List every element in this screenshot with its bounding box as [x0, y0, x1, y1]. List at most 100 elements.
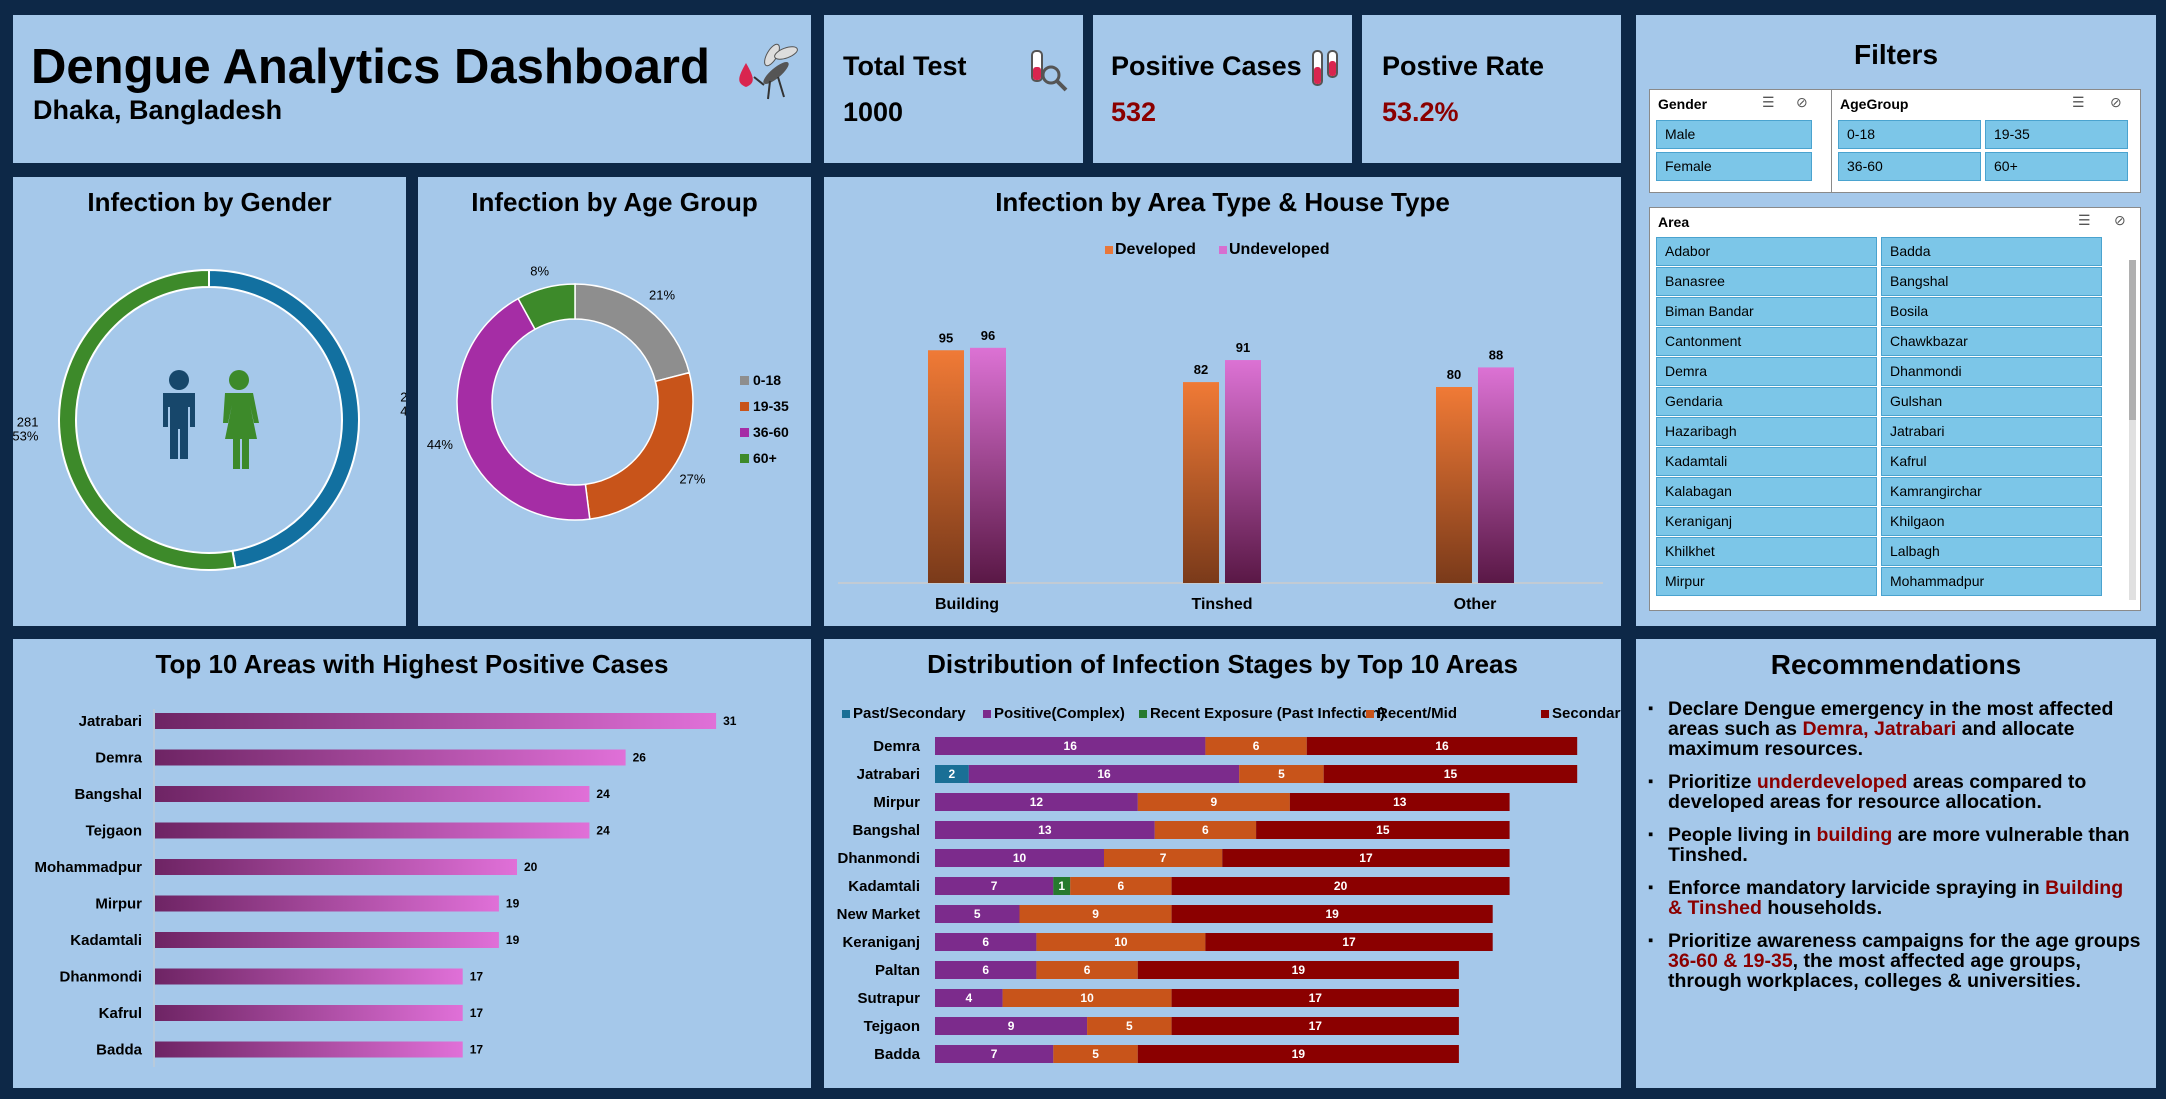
clear-filter-icon[interactable]: ⊘	[2114, 212, 2126, 228]
segment-value-label: 16	[1064, 739, 1078, 753]
slicer-option-mirpur[interactable]: Mirpur	[1656, 567, 1877, 596]
slicer-option-biman-bandar[interactable]: Biman Bandar	[1656, 297, 1877, 326]
legend-swatch	[1541, 710, 1549, 718]
slicer-option-khilgaon[interactable]: Khilgaon	[1881, 507, 2102, 536]
slicer-option-banasree[interactable]: Banasree	[1656, 267, 1877, 296]
age-slice-36-60	[456, 297, 591, 521]
slicer-option-gulshan[interactable]: Gulshan	[1881, 387, 2102, 416]
bar-value-label: 17	[470, 1043, 484, 1057]
legend-swatch	[740, 454, 749, 463]
bar-undeveloped-other	[1478, 367, 1514, 583]
category-label: Badda	[874, 1046, 921, 1063]
bar-value-label: 24	[596, 787, 610, 801]
bar-value-label: 26	[633, 751, 647, 765]
age-slice-19-35	[584, 371, 694, 520]
clear-filter-icon[interactable]: ⊘	[1796, 94, 1808, 110]
bar-value-label: 96	[981, 328, 995, 343]
stages-chart-panel: Distribution of Infection Stages by Top …	[824, 639, 1621, 1088]
bar-value-label: 82	[1194, 362, 1208, 377]
kpi-label: Total Test	[843, 51, 967, 81]
slicer-option-dhanmondi[interactable]: Dhanmondi	[1881, 357, 2102, 386]
slicer-option-badda[interactable]: Badda	[1881, 237, 2102, 266]
slicer-option-adabor[interactable]: Adabor	[1656, 237, 1877, 266]
multi-select-icon[interactable]: ☰	[1762, 94, 1775, 110]
slicer-option-36-60[interactable]: 36-60	[1838, 152, 1981, 181]
segment-value-label: 15	[1376, 823, 1390, 837]
slicer-option-hazaribagh[interactable]: Hazaribagh	[1656, 417, 1877, 446]
slicer-option-lalbagh[interactable]: Lalbagh	[1881, 537, 2102, 566]
legend-swatch	[740, 376, 749, 385]
bar-mirpur	[155, 895, 499, 912]
segment-badda-1	[935, 1045, 1054, 1063]
segment-sutrapur-1	[935, 989, 1003, 1007]
legend-swatch	[1219, 246, 1227, 254]
slicer-option-bosila[interactable]: Bosila	[1881, 297, 2102, 326]
slice-pct-label: 8%	[530, 263, 549, 278]
segment-dhanmondi-4	[1222, 849, 1510, 867]
legend-label: Undeveloped	[1229, 241, 1329, 258]
slicer-option-kamrangirchar[interactable]: Kamrangirchar	[1881, 477, 2102, 506]
slicer-option-19-35[interactable]: 19-35	[1985, 120, 2128, 149]
category-label: Tejgaon	[864, 1018, 920, 1035]
bar-bangshal	[155, 786, 590, 802]
kpi-label: Positive Cases	[1111, 51, 1302, 81]
segment-bangshal-1	[935, 821, 1155, 839]
segment-value-label: 17	[1359, 851, 1373, 865]
segment-value-label: 7	[991, 879, 998, 893]
segment-sutrapur-4	[1171, 989, 1459, 1007]
segment-value-label: 10	[1013, 851, 1027, 865]
category-label: Jatrabari	[857, 766, 920, 783]
segment-value-label: 7	[991, 1047, 998, 1061]
category-label: Badda	[96, 1042, 143, 1059]
age-slice-60-plus	[517, 283, 576, 331]
slicer-option-demra[interactable]: Demra	[1656, 357, 1877, 386]
slice-pct-label: 27%	[679, 471, 705, 486]
slicer-option-mohammadpur[interactable]: Mohammadpur	[1881, 567, 2102, 596]
slicer-option-male[interactable]: Male	[1656, 120, 1812, 149]
segment-value-label: 17	[1309, 991, 1323, 1005]
legend-swatch	[983, 710, 991, 718]
slicer-option-female[interactable]: Female	[1656, 152, 1812, 181]
slicer-option-bangshal[interactable]: Bangshal	[1881, 267, 2102, 296]
category-label: Mirpur	[95, 896, 142, 913]
gender-slice-female	[58, 268, 237, 571]
multi-select-icon[interactable]: ☰	[2072, 94, 2085, 110]
slicer-option-jatrabari[interactable]: Jatrabari	[1881, 417, 2102, 446]
kpi-value: 53.2%	[1382, 97, 1459, 127]
clear-filter-icon[interactable]: ⊘	[2110, 94, 2122, 110]
segment-kadamtali-1	[935, 877, 1054, 895]
recommendation-item: Prioritize awareness campaigns for the a…	[1636, 931, 2141, 991]
slicer-option-keraniganj[interactable]: Keraniganj	[1656, 507, 1877, 536]
slicer-option-kadamtali[interactable]: Kadamtali	[1656, 447, 1877, 476]
slicer-option-60-plus[interactable]: 60+	[1985, 152, 2128, 181]
area-scrollbar[interactable]	[2129, 260, 2136, 600]
slicer-option-kalabagan[interactable]: Kalabagan	[1656, 477, 1877, 506]
category-label: Mohammadpur	[34, 859, 142, 876]
slicer-option-0-18[interactable]: 0-18	[1838, 120, 1981, 149]
segment-tejgaon-1	[935, 1017, 1088, 1035]
top10-bar-chart: Jatrabari 31 Demra 26 Bangshal 24 Tejgaon 24 Moh…	[34, 709, 737, 1067]
bar-undeveloped-tinshed	[1225, 360, 1261, 583]
slicer-option-cantonment[interactable]: Cantonment	[1656, 327, 1877, 356]
segment-kadamtali-2	[1053, 877, 1071, 895]
slicer-option-kafrul[interactable]: Kafrul	[1881, 447, 2102, 476]
bar-value-label: 80	[1447, 367, 1461, 382]
bar-value-label: 19	[506, 897, 520, 911]
recommendation-item: Declare Dengue emergency in the most aff…	[1636, 699, 2141, 759]
slicer-option-khilkhet[interactable]: Khilkhet	[1656, 537, 1877, 566]
gender-slicer[interactable]: Gender ☰ ⊘ Male Female	[1649, 89, 1832, 193]
age-group-slicer[interactable]: AgeGroup ☰ ⊘ 0-18 19-35 36-60 60+	[1831, 89, 2141, 193]
recommendations-list: Declare Dengue emergency in the most aff…	[1636, 699, 2141, 1004]
top10-chart-panel: Top 10 Areas with Highest Positive Cases…	[13, 639, 811, 1088]
area-slicer[interactable]: Area ☰ ⊘ Adabor Badda Banasree Bangshal Bima…	[1649, 207, 2141, 611]
legend-label: Developed	[1115, 241, 1196, 258]
segment-value-label: 19	[1292, 1047, 1306, 1061]
segment-value-label: 2	[949, 767, 956, 781]
slicer-option-gendaria[interactable]: Gendaria	[1656, 387, 1877, 416]
segment-bangshal-3	[1154, 821, 1257, 839]
slicer-option-chawkbazar[interactable]: Chawkbazar	[1881, 327, 2102, 356]
segment-value-label: 10	[1080, 991, 1094, 1005]
multi-select-icon[interactable]: ☰	[2078, 212, 2091, 228]
slice-value-label: 281	[17, 415, 39, 430]
